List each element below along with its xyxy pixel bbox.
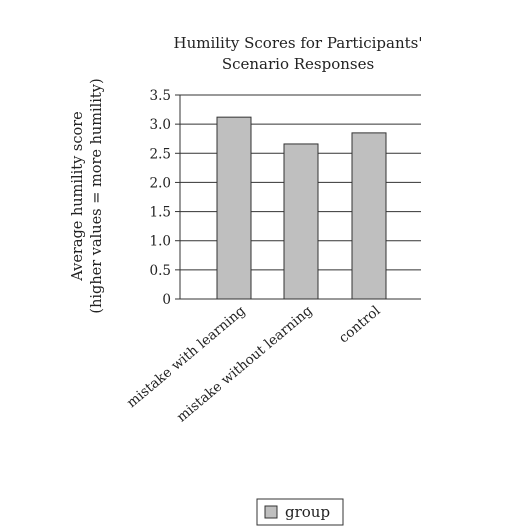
y-tick-label-0: 0 [162, 292, 171, 308]
y-axis-label-line-2: (higher values = more humility) [89, 78, 105, 313]
y-tick-label-5: 2.5 [150, 146, 171, 162]
bar-mistake-with-learning [216, 116, 252, 300]
y-tick-label-4: 2.0 [150, 175, 171, 191]
y-axis-ticks: 0 0.5 1.0 1.5 2.0 2.5 3.0 3.5 [150, 88, 180, 308]
y-tick-label-2: 1.0 [150, 234, 171, 250]
bar-mistake-without-learning [283, 143, 319, 300]
bar-control [351, 132, 387, 300]
legend-label-group: group [285, 503, 330, 521]
y-axis-label: Average humility score (higher values = … [70, 78, 105, 313]
bars [216, 116, 387, 300]
legend-swatch [264, 505, 278, 519]
y-tick-label-3: 1.5 [150, 205, 171, 221]
x-tick-label-control: control [336, 303, 384, 347]
legend: group [256, 498, 344, 526]
chart-title-line-1: Humility Scores for Participants' [174, 34, 423, 52]
y-tick-label-1: 0.5 [150, 263, 171, 279]
y-tick-label-6: 3.0 [150, 117, 171, 133]
x-tick-label-mistake-with-learning: mistake with learning [124, 303, 249, 412]
y-axis-label-line-1: Average humility score [70, 111, 86, 281]
x-tick-label-mistake-without-learning: mistake without learning [174, 303, 316, 426]
y-tick-label-7: 3.5 [150, 88, 171, 104]
chart-title-line-2: Scenario Responses [222, 55, 374, 73]
